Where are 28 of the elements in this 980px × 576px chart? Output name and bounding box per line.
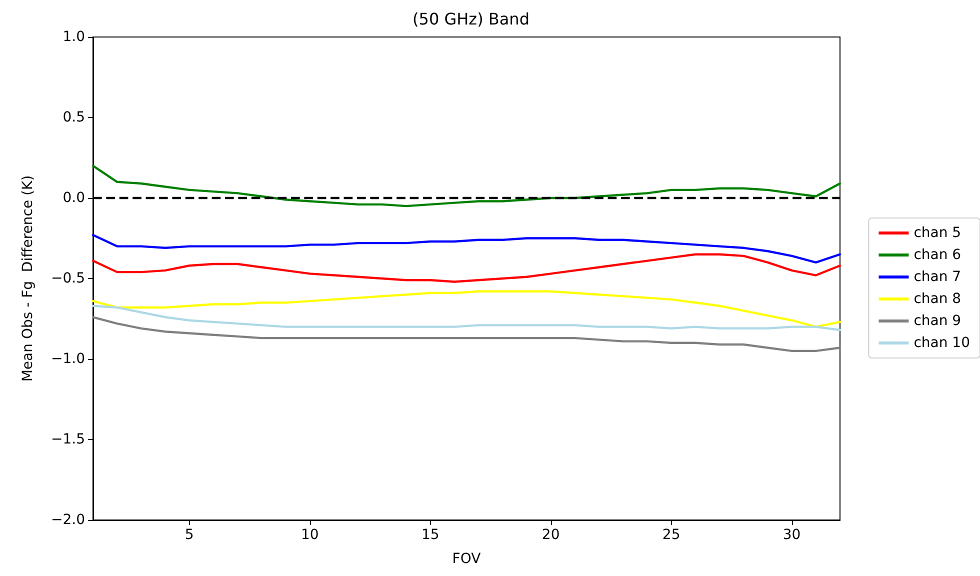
y-tick-label: −0.5 bbox=[51, 270, 85, 286]
legend-label: chan 7 bbox=[914, 269, 962, 285]
y-axis-title: Mean Obs - Fg Difference (K) bbox=[20, 175, 36, 382]
line-series bbox=[92, 164, 842, 208]
x-tick-label: 5 bbox=[184, 527, 194, 543]
legend-label: chan 9 bbox=[914, 313, 962, 329]
x-axis-title: FOV bbox=[452, 551, 482, 567]
y-tick-label: 0.0 bbox=[62, 190, 85, 206]
y-tick-label: −1.0 bbox=[51, 351, 85, 367]
y-tick-label: 1.0 bbox=[62, 29, 85, 45]
x-tick-label: 25 bbox=[662, 527, 680, 543]
chart-title: (50 GHz) Band bbox=[412, 10, 530, 28]
x-tick-label: 20 bbox=[542, 527, 560, 543]
legend-label: chan 10 bbox=[914, 335, 970, 351]
line-series bbox=[92, 304, 842, 332]
x-tick-label: 15 bbox=[421, 527, 440, 543]
legend-label: chan 5 bbox=[914, 225, 962, 241]
x-tick-label: 10 bbox=[300, 527, 319, 543]
line-series bbox=[92, 290, 842, 328]
y-tick-label: 0.5 bbox=[62, 110, 85, 126]
line-series bbox=[92, 316, 842, 352]
line-series bbox=[92, 234, 842, 264]
y-tick-label: −1.5 bbox=[51, 432, 85, 448]
y-tick-label: −2.0 bbox=[51, 512, 85, 528]
legend-label: chan 6 bbox=[914, 247, 962, 263]
legend-label: chan 8 bbox=[914, 291, 962, 307]
x-tick-label: 30 bbox=[782, 527, 801, 543]
line-series bbox=[92, 253, 842, 283]
